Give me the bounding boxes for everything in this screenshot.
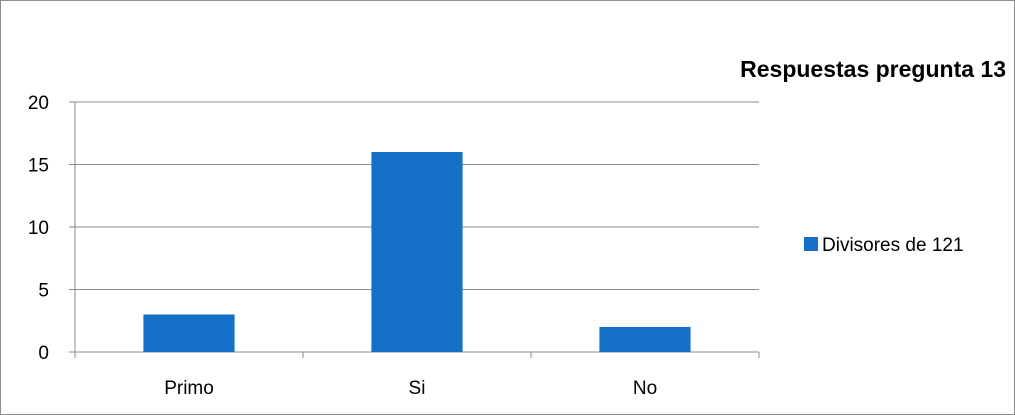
bars xyxy=(143,152,691,352)
bar xyxy=(599,327,691,352)
x-tick-label: No xyxy=(633,378,657,399)
x-tick-label: Si xyxy=(409,378,426,399)
y-tick-label: 0 xyxy=(38,343,49,364)
bar xyxy=(143,314,235,352)
y-tick-label: 15 xyxy=(28,156,49,177)
x-axis-ticks: Primo Si No xyxy=(74,352,760,399)
legend-label: Divisores de 121 xyxy=(822,235,964,256)
y-tick-label: 20 xyxy=(28,93,49,114)
y-tick-label: 10 xyxy=(28,218,49,239)
legend: Divisores de 121 xyxy=(804,235,964,256)
x-tick-label: Primo xyxy=(164,378,214,399)
y-axis-ticks: 0 5 10 15 20 xyxy=(28,93,75,364)
legend-swatch xyxy=(804,237,818,251)
bar xyxy=(371,152,463,352)
y-tick-label: 5 xyxy=(38,281,49,302)
chart-title: Respuestas pregunta 13 xyxy=(740,56,1006,82)
